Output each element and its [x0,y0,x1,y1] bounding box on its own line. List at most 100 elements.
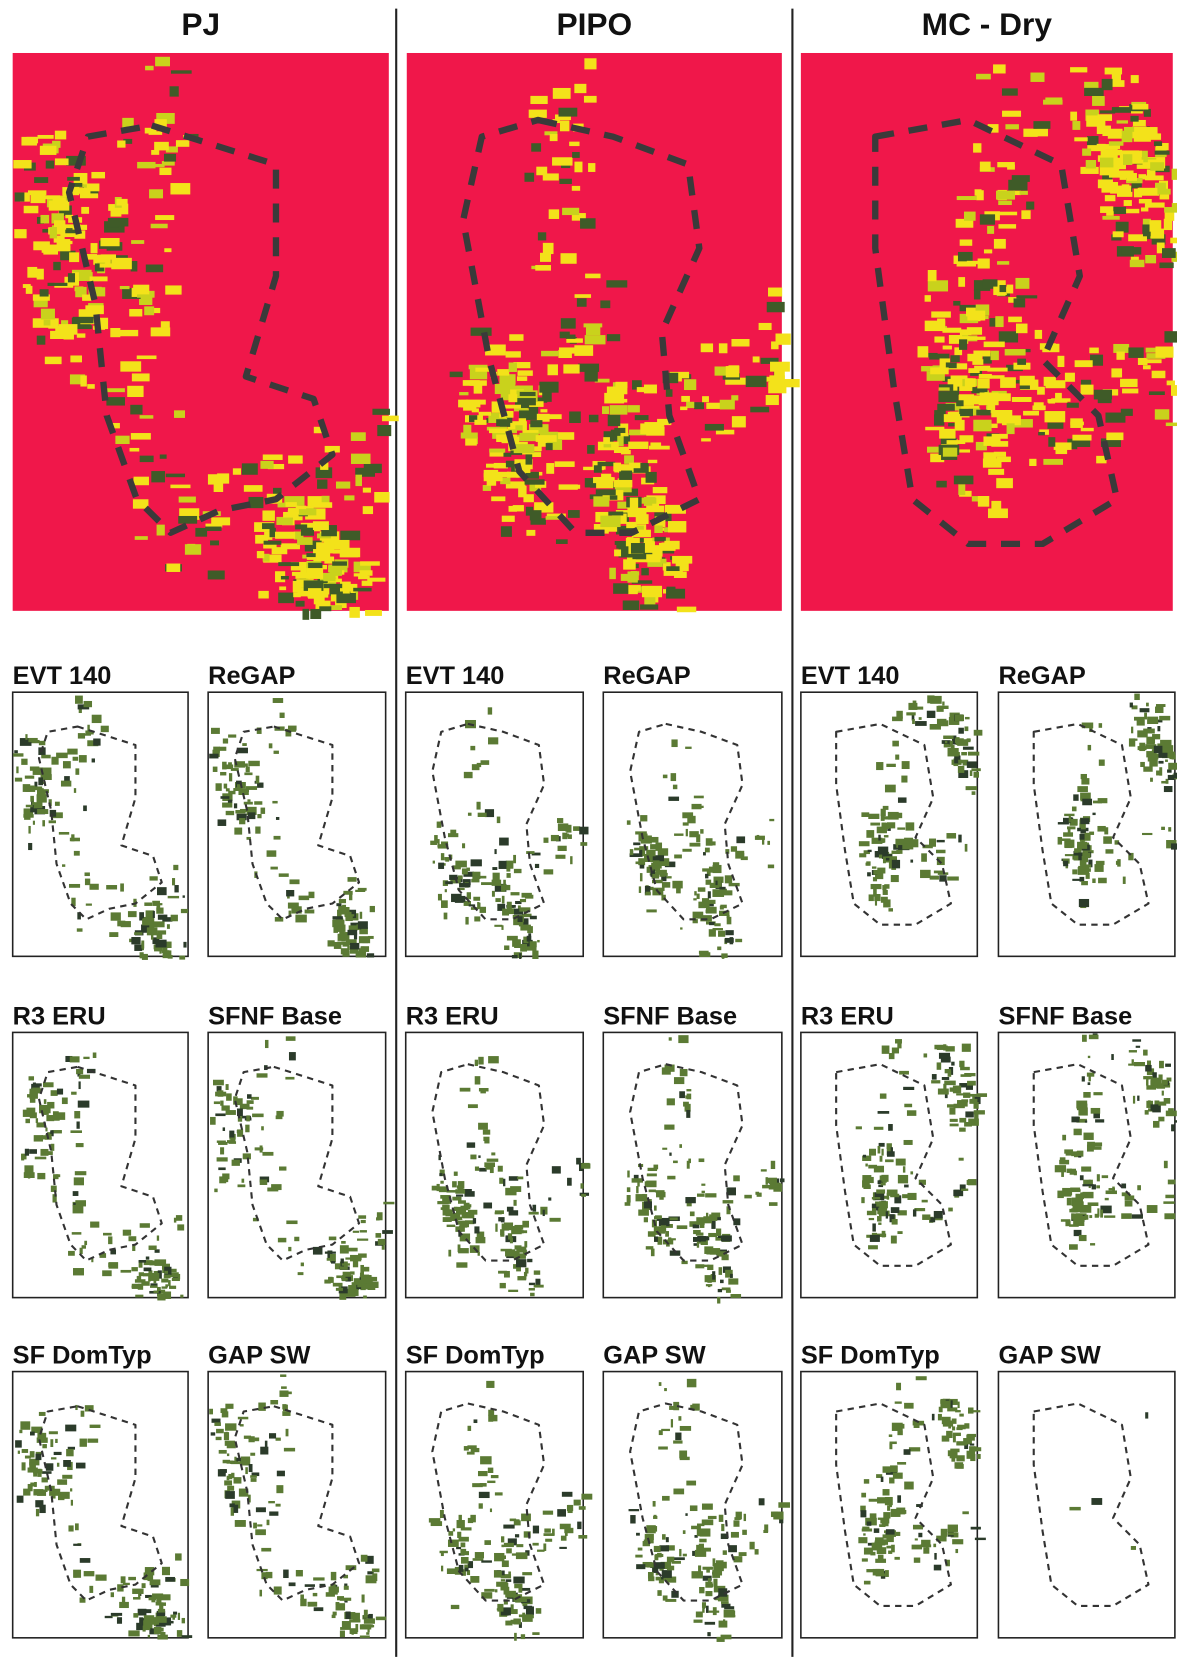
vegetation-patch [1143,766,1152,771]
vegetation-patch [1020,191,1028,195]
vegetation-patch [999,285,1006,292]
vegetation-patch [286,1220,297,1224]
vegetation-patch [878,1222,881,1224]
vegetation-patch [951,1062,954,1066]
vegetation-patch [1098,798,1108,803]
vegetation-patch [504,945,509,950]
vegetation-patch [42,1444,47,1448]
vegetation-patch [308,588,321,599]
panel-frame [406,692,584,956]
vegetation-patch [922,1214,930,1219]
vegetation-patch [256,776,260,784]
vegetation-patch [360,1635,370,1637]
vegetation-patch [960,239,973,245]
vegetation-patch [556,539,568,544]
vegetation-patch [994,452,1006,457]
vegetation-patch [75,768,79,774]
vegetation-patch [31,192,46,203]
vegetation-patch [991,351,999,360]
vegetation-patch [344,1586,349,1590]
vegetation-patch [529,1288,535,1291]
vegetation-patch [570,856,572,864]
vegetation-patch [219,747,226,751]
vegetation-patch [224,1480,232,1485]
vegetation-patch [440,1181,443,1184]
vegetation-patch [81,207,89,214]
vegetation-patch [967,1180,973,1185]
vegetation-patch [961,1189,968,1191]
vegetation-patch [891,875,899,882]
vegetation-patch [569,411,581,423]
vegetation-patch [640,873,643,881]
vegetation-patch [717,1637,725,1642]
vegetation-patch [364,1618,375,1623]
vegetation-patch [705,424,724,431]
vegetation-patch [613,463,621,472]
vegetation-patch [1168,775,1174,780]
vegetation-patch [1083,1180,1093,1185]
vegetation-patch [280,1374,286,1377]
vegetation-patch [220,1469,227,1473]
vegetation-patch [945,741,947,743]
vegetation-patch [72,1232,82,1235]
vegetation-patch [279,1390,288,1396]
vegetation-patch [232,1160,240,1166]
vegetation-patch [891,1147,893,1152]
vegetation-patch [519,953,521,959]
vegetation-patch [993,64,1006,73]
vegetation-patch [223,1127,225,1131]
vegetation-patch [179,497,196,503]
vegetation-patch [947,876,959,880]
vegetation-patch [276,1485,283,1493]
vegetation-patch [121,1576,126,1583]
vegetation-patch [286,890,294,896]
vegetation-patch [74,1111,80,1118]
vegetation-patch [120,286,130,289]
vegetation-patch [761,1169,767,1171]
vegetation-patch [1100,1210,1103,1218]
vegetation-patch [891,1207,900,1213]
vegetation-patch [887,1505,890,1510]
vegetation-patch [881,1175,888,1182]
vegetation-patch [551,835,559,841]
vegetation-patch [177,1630,182,1637]
vegetation-patch [1142,127,1158,135]
vegetation-patch [209,1409,213,1415]
vegetation-patch [1060,838,1070,841]
vegetation-patch [331,1572,336,1580]
vegetation-patch [1072,435,1091,441]
vegetation-patch [600,300,610,308]
vegetation-patch [374,492,389,503]
vegetation-patch [53,262,61,270]
vegetation-patch [948,1532,957,1535]
vegetation-patch [517,376,527,381]
vegetation-patch [456,1547,461,1549]
vegetation-patch [690,1212,695,1217]
vegetation-patch [980,162,991,172]
vegetation-patch [1086,160,1096,168]
vegetation-patch [642,586,662,597]
vegetation-patch [1167,769,1172,772]
vegetation-patch [220,772,226,775]
vegetation-patch [587,445,595,454]
vegetation-patch [907,1193,916,1200]
vegetation-patch [679,1144,682,1148]
vegetation-patch [904,1482,914,1490]
vegetation-patch [87,384,95,389]
vegetation-patch [86,904,92,906]
vegetation-patch [1144,713,1147,720]
vegetation-patch [242,743,247,746]
vegetation-patch [678,1035,688,1043]
vegetation-patch [961,752,967,755]
vegetation-patch [279,873,289,876]
vegetation-patch [437,1201,448,1204]
vegetation-patch [726,366,740,377]
vegetation-patch [627,508,646,517]
vegetation-patch [1072,879,1080,881]
vegetation-patch [1065,373,1075,382]
vegetation-patch [339,930,344,936]
vegetation-patch [668,797,679,801]
vegetation-patch [234,803,237,808]
vegetation-patch [1131,727,1133,734]
vegetation-patch [213,767,218,772]
